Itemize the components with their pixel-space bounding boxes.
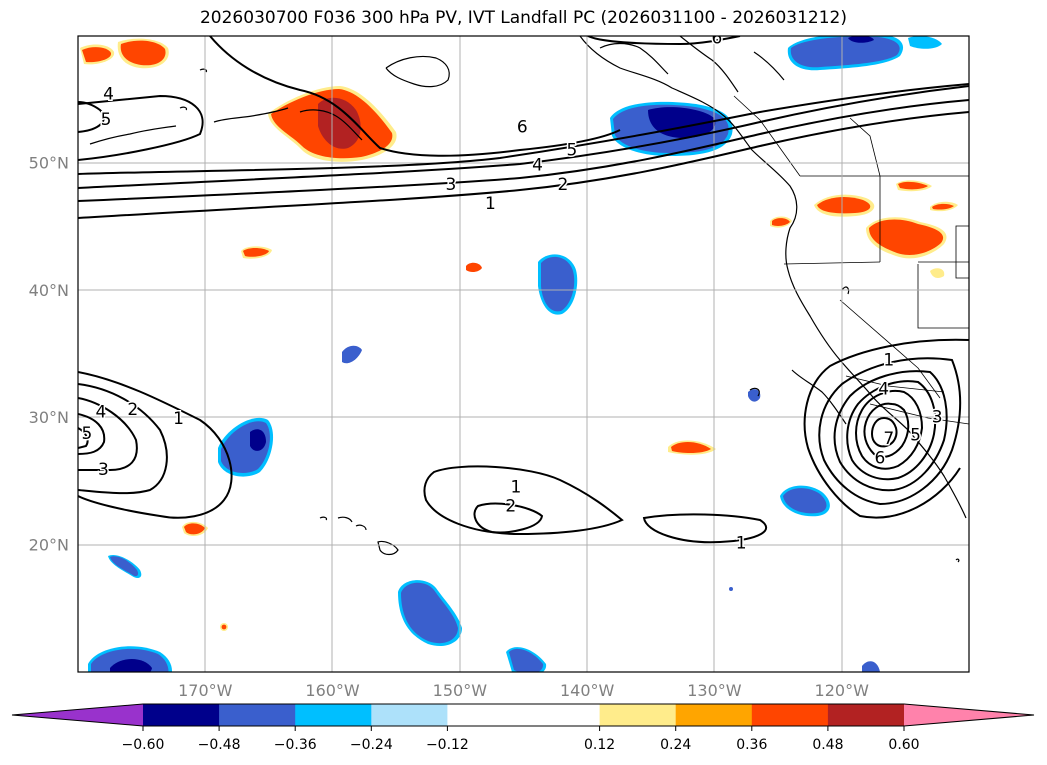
colorbar-tick-label: −0.12 (426, 737, 469, 753)
colorbar-segment (143, 704, 220, 726)
colorbar-segment (295, 704, 372, 726)
contour-label: 3 (98, 460, 109, 480)
pv-positive-region (80, 38, 169, 69)
map-title: 2026030700 F036 300 hPa PV, IVT Landfall… (199, 8, 847, 28)
colorbar-segment (751, 704, 829, 726)
contour-label: 1 (510, 478, 521, 498)
contour-label: 6 (517, 118, 528, 138)
colorbar-tick-label: 0.12 (584, 737, 615, 753)
longitude-axis-labels: 170°W 160°W 150°W 140°W 130°W 120°W (178, 681, 869, 700)
longitude-label: 150°W (433, 681, 488, 700)
colorbar-extend-high (904, 704, 1034, 726)
colorbar-segment (447, 704, 601, 726)
contour-label: 6 (874, 448, 885, 468)
colorbar-tick-label: −0.48 (198, 737, 241, 753)
longitude-label: 170°W (178, 681, 233, 700)
contour-label: 3 (932, 408, 943, 428)
pv-positive-region (182, 180, 958, 631)
contour-label: 5 (101, 110, 112, 130)
contour-label: 2 (505, 497, 516, 517)
colorbar-tick-label: −0.36 (274, 737, 317, 753)
map-background (78, 36, 969, 672)
longitude-label: 130°W (687, 681, 742, 700)
colorbar-tick-label: 0.36 (736, 737, 767, 753)
colorbar-segment (371, 704, 448, 726)
contour-label: 5 (910, 425, 921, 445)
colorbar-tick-label: 0.48 (812, 737, 843, 753)
contour-label: 1 (485, 194, 496, 214)
contour-label: 5 (81, 424, 92, 444)
longitude-label: 140°W (560, 681, 615, 700)
latitude-label: 20°N (29, 535, 69, 554)
colorbar-tick-label: 0.60 (888, 737, 919, 753)
latitude-label: 40°N (29, 281, 69, 300)
contour-label: 1 (736, 534, 747, 554)
contour-label: 4 (103, 85, 114, 105)
colorbar-tick-label: 0.24 (660, 737, 691, 753)
latitude-label: 30°N (29, 408, 69, 427)
contour-label: 2 (127, 400, 138, 420)
latitude-label: 50°N (29, 154, 69, 173)
colorbar-segment (219, 704, 296, 726)
colorbar-segment (675, 704, 753, 726)
latitude-axis-labels: 50°N 40°N 30°N 20°N (29, 154, 69, 555)
contour-label: 1 (173, 409, 184, 429)
contour-label: 3 (446, 175, 457, 195)
contour-label: 5 (566, 140, 577, 160)
contour-label: 7 (883, 429, 894, 449)
contour-label: 6 (712, 29, 723, 49)
pv-anomaly-fills (80, 36, 958, 672)
longitude-label: 160°W (305, 681, 360, 700)
colorbar-segment (599, 704, 677, 726)
colorbar-tick-label: −0.24 (350, 737, 393, 753)
colorbar-tick-label: −0.60 (122, 737, 165, 753)
longitude-label: 120°W (815, 681, 870, 700)
map-frame (77, 35, 970, 673)
contour-label: 1 (883, 350, 894, 370)
colorbar-segment (827, 704, 905, 726)
contour-label: 4 (878, 380, 889, 400)
contour-label: 4 (532, 156, 543, 176)
colorbar: −0.60 −0.48 −0.36 −0.24 −0.12 0.12 0.24 0.36 0.4… (11, 703, 1035, 753)
ivt-contours (78, 36, 969, 544)
colorbar-extend-low (12, 704, 143, 726)
pv-negative-region (88, 36, 942, 672)
contour-label: 4 (95, 403, 106, 423)
contour-label: 2 (558, 175, 569, 195)
gridlines (78, 36, 969, 672)
